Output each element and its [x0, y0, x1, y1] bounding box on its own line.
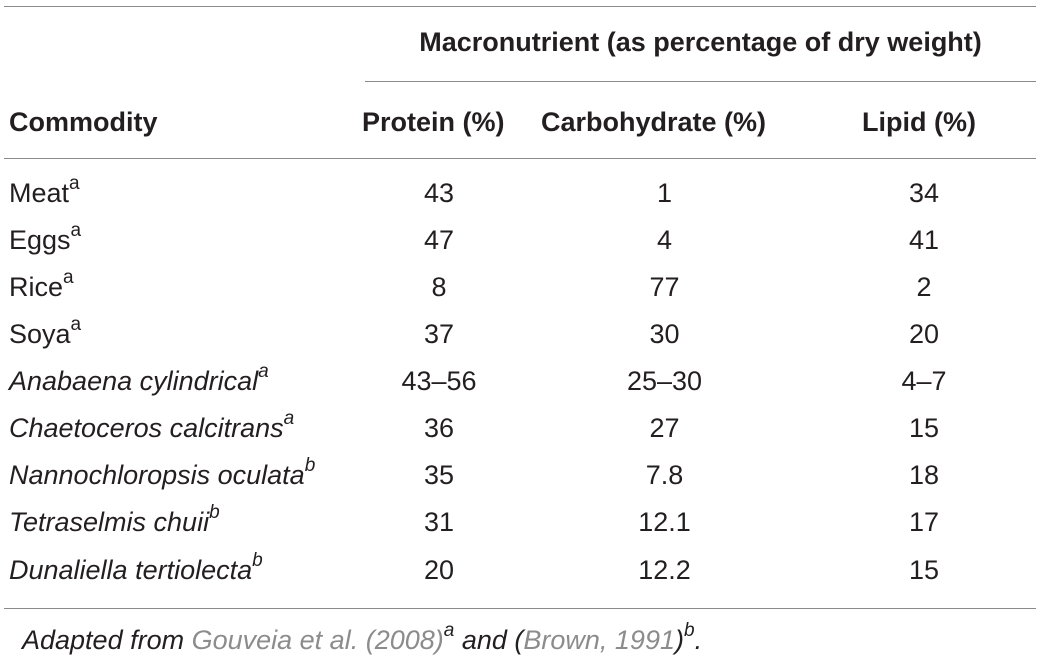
lipid-value: 17 — [908, 507, 940, 537]
table-row: Anabaena cylindricala 43–56 25–30 4–7 — [0, 358, 1042, 404]
lipid-value: 20 — [908, 319, 940, 349]
table-row: Meata 43 1 34 — [0, 170, 1042, 216]
carbohydrate-value: 7.8 — [645, 460, 684, 490]
table-footnote: Adapted from Gouveia et al. (2008)a and … — [22, 620, 703, 655]
table-row: Soyaa 37 30 20 — [0, 311, 1042, 357]
lipid-value: 15 — [908, 413, 940, 443]
lipid-value: 4–7 — [901, 366, 947, 396]
lipid-value: 2 — [916, 272, 932, 302]
protein-value: 35 — [423, 460, 455, 490]
commodity-name: Dunaliella tertiolectab — [9, 550, 263, 585]
macronutrient-group-header: Macronutrient (as percentage of dry weig… — [419, 27, 982, 57]
protein-value: 47 — [423, 225, 455, 255]
commodity-name: Chaetoceros calcitransa — [9, 408, 295, 443]
protein-value: 43–56 — [401, 366, 477, 396]
col-header-protein: Protein (%) — [362, 107, 505, 137]
commodity-name: Tetraselmis chuiib — [9, 502, 220, 537]
carbohydrate-value: 12.2 — [638, 555, 691, 585]
carbohydrate-value: 77 — [649, 272, 680, 302]
lipid-value: 18 — [908, 460, 940, 490]
footnote-mark: a — [443, 620, 455, 641]
footnote-mark: a — [69, 173, 80, 194]
col-header-lipid: Lipid (%) — [862, 107, 976, 137]
table-row: Tetraselmis chuiib 31 12.1 17 — [0, 499, 1042, 545]
group-header-rule — [365, 81, 1036, 82]
commodity-name: Ricea — [9, 267, 74, 302]
table-row: Nannochloropsis oculatab 35 7.8 18 — [0, 452, 1042, 498]
footnote-mark: b — [209, 502, 220, 523]
carbohydrate-value: 4 — [656, 225, 673, 255]
table-row: Chaetoceros calcitransa 36 27 15 — [0, 405, 1042, 451]
lipid-value: 34 — [908, 178, 940, 208]
col-header-carbohydrate: Carbohydrate (%) — [541, 107, 767, 137]
carbohydrate-value: 25–30 — [626, 366, 703, 396]
citation-link-gouveia[interactable]: Gouveia et al. (2008) — [191, 625, 444, 655]
carbohydrate-value: 27 — [649, 413, 680, 443]
footnote-mark: b — [304, 455, 316, 476]
footnote-mark: a — [70, 220, 82, 241]
lipid-value: 41 — [908, 225, 940, 255]
header-rule — [4, 158, 1036, 159]
protein-value: 8 — [431, 272, 447, 302]
carbohydrate-value: 30 — [649, 319, 680, 349]
protein-value: 20 — [423, 555, 455, 585]
footnote-mark: a — [63, 267, 74, 288]
table-row: Dunaliella tertiolectab 20 12.2 15 — [0, 547, 1042, 593]
citation-link-brown[interactable]: Brown, 1991 — [523, 625, 675, 655]
bottom-rule — [4, 608, 1036, 609]
table-row: Ricea 8 77 2 — [0, 264, 1042, 310]
footnote-mark: b — [683, 620, 695, 641]
commodity-name: Eggsa — [9, 220, 82, 255]
carbohydrate-value: 1 — [656, 178, 673, 208]
commodity-name: Anabaena cylindricala — [9, 361, 269, 396]
protein-value: 43 — [423, 178, 455, 208]
footnote-mark: a — [70, 314, 82, 335]
carbohydrate-value: 12.1 — [638, 507, 691, 537]
lipid-value: 15 — [908, 555, 940, 585]
footnote-mark: b — [252, 550, 263, 571]
protein-value: 37 — [423, 319, 455, 349]
top-rule — [4, 6, 1036, 7]
col-header-commodity: Commodity — [9, 107, 158, 137]
commodity-name: Nannochloropsis oculatab — [9, 455, 316, 490]
commodity-name: Meata — [9, 173, 80, 208]
commodity-name: Soyaa — [9, 314, 82, 349]
footnote-mark: a — [258, 361, 269, 382]
footnote-mark: a — [283, 408, 295, 429]
protein-value: 31 — [423, 507, 455, 537]
protein-value: 36 — [423, 413, 455, 443]
table-row: Eggsa 47 4 41 — [0, 217, 1042, 263]
